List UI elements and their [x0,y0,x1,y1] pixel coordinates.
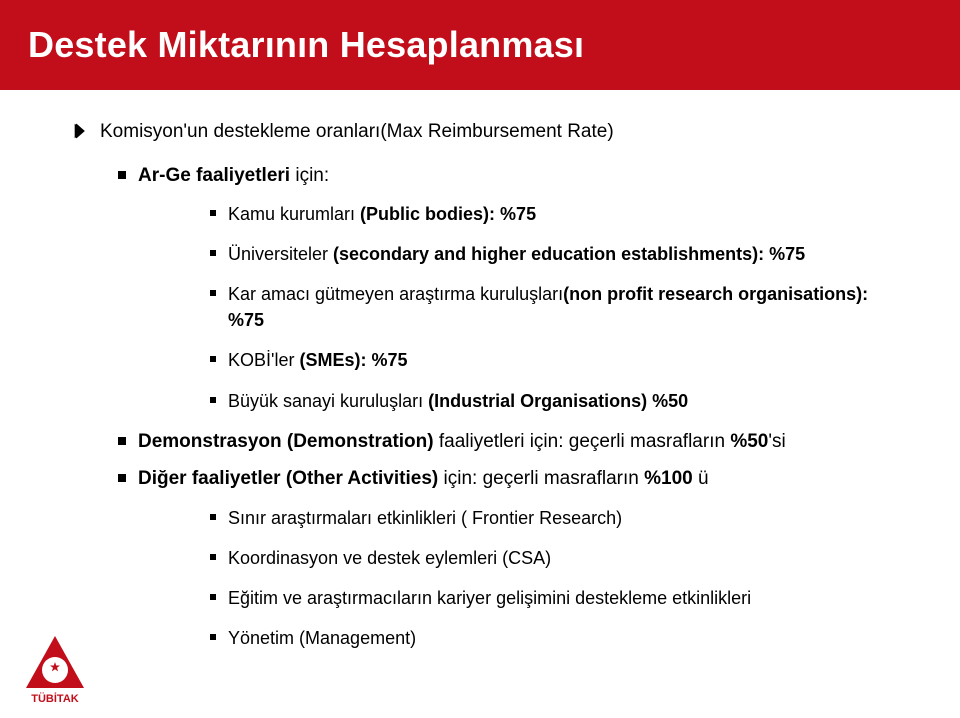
l3a-i-bold: (Public bodies): %75 [360,204,536,224]
l1-text: Komisyon'un destekleme oranları(Max Reim… [100,118,614,146]
small-square-bullet-icon [210,397,216,403]
logo-label: TÜBİTAK [31,692,79,705]
small-square-bullet-icon [210,210,216,216]
l2a-bold: Ar-Ge faaliyetleri [138,165,290,186]
l3a-i: Kamu kurumları (Public bodies): %75 [228,201,536,227]
l3b-iv: Yönetim (Management) [228,625,416,651]
bullet-level3: Üniversiteler (secondary and higher educ… [210,241,900,267]
small-square-bullet-icon [210,634,216,640]
bullet-level3-group: Sınır araştırmaları etkinlikleri ( Front… [210,505,900,651]
l3b-i: Sınır araştırmaları etkinlikleri ( Front… [228,505,622,531]
l3a-i-pre: Kamu kurumları [228,204,360,224]
small-square-bullet-icon [210,514,216,520]
page-title: Destek Miktarının Hesaplanması [28,24,584,66]
l3a-v-pre: Büyük sanayi kuruluşları [228,391,428,411]
bullet-level2: Demonstrasyon (Demonstration) faaliyetle… [118,428,900,456]
l3a-v-bold: (Industrial Organisations) %50 [428,391,688,411]
l2c-bold2: %100 [644,468,693,489]
l3a-ii: Üniversiteler (secondary and higher educ… [228,241,805,267]
l3a-iv-pre: KOBİ'ler [228,350,299,370]
l2c-bold1: Diğer faaliyetler (Other Activities) [138,468,438,489]
l3a-iv-bold: (SMEs): %75 [299,350,407,370]
title-banner: Destek Miktarının Hesaplanması [0,0,960,90]
tubitak-logo: TÜBİTAK [22,634,88,706]
tubitak-logo-icon: TÜBİTAK [22,634,88,706]
arrow-right-icon [72,122,90,140]
l2a-text: Ar-Ge faaliyetleri için: [138,162,329,190]
bullet-level2: Diğer faaliyetler (Other Activities) içi… [118,465,900,493]
l2a-post: için: [290,165,329,186]
bullet-level3: Büyük sanayi kuruluşları (Industrial Org… [210,388,900,414]
l2b-mid: faaliyetleri için: geçerli masrafların [434,431,731,452]
l2b-bold1: Demonstrasyon (Demonstration) [138,431,434,452]
bullet-level3: Eğitim ve araştırmacıların kariyer geliş… [210,585,900,611]
l3b-ii: Koordinasyon ve destek eylemleri (CSA) [228,545,551,571]
l2c-post: ü [693,468,709,489]
small-square-bullet-icon [210,250,216,256]
square-bullet-icon [118,171,126,179]
l2b-bold2: %50 [730,431,768,452]
bullet-level2: Ar-Ge faaliyetleri için: [118,162,900,190]
bullet-level3: Kamu kurumları (Public bodies): %75 [210,201,900,227]
square-bullet-icon [118,474,126,482]
small-square-bullet-icon [210,290,216,296]
bullet-level3: KOBİ'ler (SMEs): %75 [210,347,900,373]
bullet-level3: Yönetim (Management) [210,625,900,651]
bullet-level3-group: Kamu kurumları (Public bodies): %75 Üniv… [210,201,900,414]
small-square-bullet-icon [210,594,216,600]
l3a-iv: KOBİ'ler (SMEs): %75 [228,347,408,373]
l3a-iii-pre: Kar amacı gütmeyen araştırma kuruluşları [228,284,563,304]
l2b-post: 'si [768,431,785,452]
l3a-iii: Kar amacı gütmeyen araştırma kuruluşları… [228,281,900,333]
l3a-ii-pre: Üniversiteler [228,244,333,264]
bullet-level3: Koordinasyon ve destek eylemleri (CSA) [210,545,900,571]
bullet-level3: Kar amacı gütmeyen araştırma kuruluşları… [210,281,900,333]
l3a-ii-bold: (secondary and higher education establis… [333,244,805,264]
l2c-mid: için: geçerli masrafların [438,468,644,489]
small-square-bullet-icon [210,554,216,560]
l2b-text: Demonstrasyon (Demonstration) faaliyetle… [138,428,786,456]
bullet-level3: Sınır araştırmaları etkinlikleri ( Front… [210,505,900,531]
square-bullet-icon [118,437,126,445]
l3b-iii: Eğitim ve araştırmacıların kariyer geliş… [228,585,751,611]
slide-content: Komisyon'un destekleme oranları(Max Reim… [0,90,960,651]
bullet-level1: Komisyon'un destekleme oranları(Max Reim… [72,118,900,146]
bullet-level2-group: Ar-Ge faaliyetleri için: Kamu kurumları … [118,162,900,652]
l2c-text: Diğer faaliyetler (Other Activities) içi… [138,465,709,493]
small-square-bullet-icon [210,356,216,362]
l3a-v: Büyük sanayi kuruluşları (Industrial Org… [228,388,688,414]
